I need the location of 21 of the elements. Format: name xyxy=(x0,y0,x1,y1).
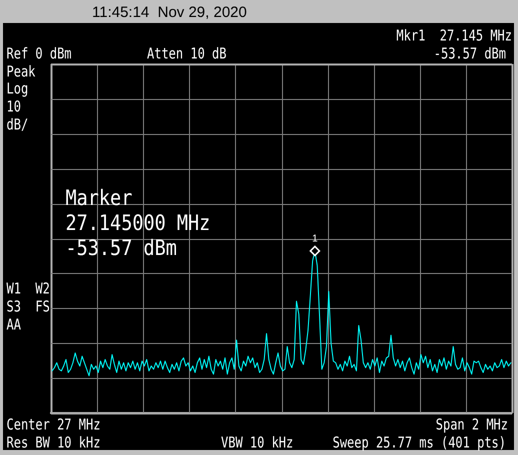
text: AA xyxy=(6,315,21,333)
text: -53.57 dBm xyxy=(434,44,506,62)
text: S3 FS xyxy=(6,297,50,315)
chart-title: 11:45:14 Nov 29, 2020 xyxy=(92,4,247,21)
text: Sweep 25.77 ms (401 pts) xyxy=(332,433,506,451)
text: Mkr1 27.145 MHz xyxy=(396,26,512,44)
text: dB/ xyxy=(6,115,28,133)
text: 10 xyxy=(6,98,21,116)
text: Ref 0 dBm xyxy=(6,44,72,62)
series-label: 1 xyxy=(312,234,318,245)
text: Peak xyxy=(6,62,36,80)
text: Marker xyxy=(66,186,132,211)
text: Log xyxy=(6,80,28,98)
text: Atten 10 dB xyxy=(147,44,226,62)
text: W1 W2 xyxy=(6,279,50,297)
text: Center 27 MHz xyxy=(6,415,100,433)
text: Res BW 10 kHz xyxy=(6,433,100,451)
annotation: -53.57 dBm xyxy=(66,236,177,260)
text: Span 2 MHz xyxy=(436,415,508,433)
text: VBW 10 kHz xyxy=(221,433,294,451)
text: 27.145000 MHz xyxy=(66,212,210,236)
